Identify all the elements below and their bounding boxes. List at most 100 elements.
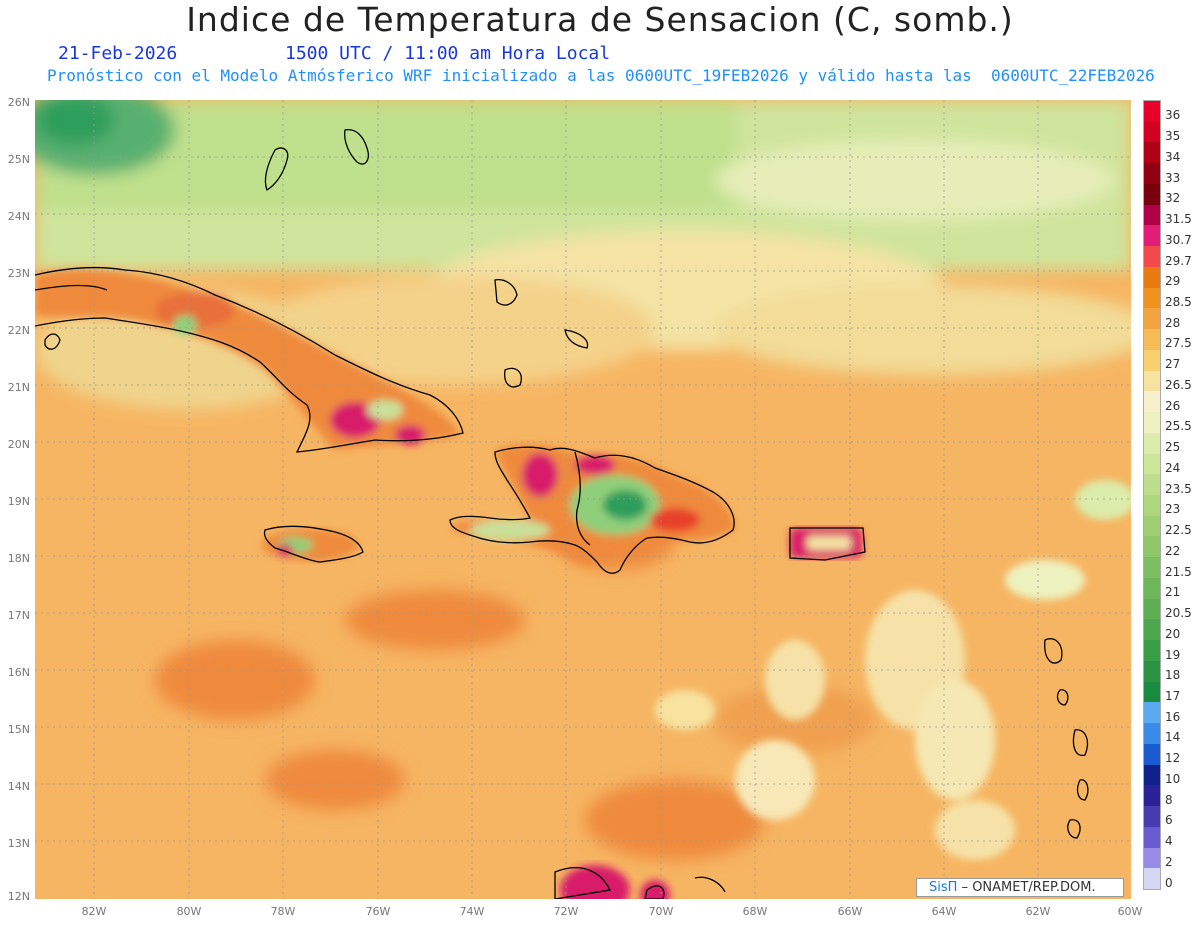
color-scale-label: 33 (1165, 170, 1181, 185)
color-scale-swatch (1144, 412, 1160, 434)
color-scale-label: 12 (1165, 751, 1181, 766)
lon-label: 66W (837, 905, 863, 918)
color-scale-swatch (1144, 702, 1160, 724)
lat-label: 15N (7, 723, 30, 736)
lat-label: 26N (7, 96, 30, 109)
lon-label: 70W (648, 905, 674, 918)
color-scale-label: 30.7 (1165, 232, 1192, 247)
color-scale-label: 20 (1165, 626, 1181, 641)
color-scale-label: 21 (1165, 585, 1181, 600)
color-scale-label: 18 (1165, 668, 1181, 683)
color-scale-label: 28.5 (1165, 295, 1192, 309)
lon-label: 82W (81, 905, 107, 918)
color-scale-swatch (1144, 577, 1160, 600)
color-scale-label: 29.7 (1165, 253, 1192, 268)
color-scale-label: 20.5 (1165, 606, 1192, 621)
color-scale-swatch (1144, 557, 1160, 579)
lon-label: 74W (459, 905, 485, 918)
color-scale-swatch (1144, 432, 1160, 455)
color-scale-swatch (1144, 204, 1160, 226)
lon-label: 60W (1117, 905, 1143, 918)
lat-label: 20N (7, 438, 30, 451)
color-scale-label: 28 (1165, 315, 1181, 330)
color-scale-label: 8 (1165, 792, 1173, 807)
color-scale-swatch (1144, 598, 1160, 620)
lon-label: 76W (365, 905, 391, 918)
color-scale-swatch (1144, 287, 1160, 309)
color-scale-label: 25 (1165, 440, 1181, 455)
color-scale-bar (1143, 100, 1161, 890)
lat-label: 12N (7, 890, 30, 903)
cool-band-north (35, 100, 1131, 410)
color-scale-label: 0 (1165, 875, 1173, 890)
color-scale-swatch (1144, 495, 1160, 517)
color-scale-label: 25.5 (1165, 419, 1192, 434)
color-scale-swatch (1144, 163, 1160, 185)
jamaica-heat (262, 529, 358, 561)
color-scale-label: 26 (1165, 398, 1181, 413)
lat-label: 14N (7, 780, 30, 793)
color-scale-label: 26.5 (1165, 377, 1192, 392)
lon-label: 72W (553, 905, 579, 918)
color-scale-label: 23 (1165, 502, 1181, 517)
lat-label: 17N (7, 609, 30, 622)
light-eastern-patches (655, 480, 1131, 860)
lat-label: 22N (7, 324, 30, 337)
color-scale-label: 10 (1165, 771, 1181, 786)
lat-label: 18N (7, 552, 30, 565)
color-scale-swatch (1144, 826, 1160, 849)
color-scale-label: 22.5 (1165, 523, 1192, 538)
south-america-heat (560, 865, 670, 899)
color-scale-label: 27.5 (1165, 336, 1192, 351)
lon-label: 68W (742, 905, 768, 918)
lat-label: 24N (7, 210, 30, 223)
color-scale-label: 14 (1165, 730, 1181, 745)
color-scale-swatch (1144, 101, 1160, 123)
heat-index-map (35, 100, 1131, 899)
color-scale-swatch (1144, 349, 1160, 372)
color-scale-label: 31.5 (1165, 212, 1192, 227)
color-scale-label: 35 (1165, 129, 1181, 144)
color-scale-swatch (1144, 847, 1160, 869)
hispaniola-heat (450, 444, 735, 564)
color-scale-label: 16 (1165, 709, 1181, 724)
color-scale-swatch (1144, 246, 1160, 268)
puerto-rico-heat (790, 528, 862, 558)
color-scale-swatch (1144, 225, 1160, 247)
color-scale-label: 19 (1165, 647, 1181, 662)
color-scale-swatch (1144, 660, 1160, 683)
color-scale-label: 6 (1165, 813, 1173, 828)
color-scale-swatch (1144, 391, 1160, 413)
lat-label: 16N (7, 666, 30, 679)
color-scale-swatch (1144, 743, 1160, 766)
color-scale-label: 36 (1165, 108, 1181, 123)
valid-date: 21-Feb-2026 (58, 43, 178, 64)
lon-label: 80W (176, 905, 202, 918)
color-scale-swatch (1144, 868, 1160, 890)
lon-label: 64W (931, 905, 957, 918)
color-scale-swatch (1144, 785, 1160, 807)
color-scale-label: 22 (1165, 543, 1181, 558)
color-scale-swatch (1144, 453, 1160, 475)
color-scale-swatch (1144, 183, 1160, 206)
heat-index-field (35, 100, 1131, 899)
color-scale-label: 34 (1165, 149, 1181, 164)
color-scale-swatch (1144, 764, 1160, 786)
color-scale-swatch (1144, 121, 1160, 143)
lat-label: 21N (7, 381, 30, 394)
lat-label: 13N (7, 837, 30, 850)
lon-label: 78W (270, 905, 296, 918)
lon-label: 62W (1025, 905, 1051, 918)
color-scale-label: 21.5 (1165, 564, 1192, 579)
color-scale-swatch (1144, 536, 1160, 558)
credit-org: ONAMET/REP.DOM. (972, 880, 1096, 895)
cuba-heat (35, 269, 460, 450)
color-scale-label: 24 (1165, 460, 1181, 475)
color-scale-label: 27 (1165, 357, 1181, 372)
forecast-description: Pronóstico con el Modelo Atmósferico WRF… (47, 66, 1155, 85)
color-scale-swatch (1144, 515, 1160, 537)
color-scale-label: 2 (1165, 854, 1173, 869)
color-scale-label: 4 (1165, 834, 1173, 849)
sistpi-logo: SisΠ (929, 880, 958, 895)
color-scale-swatch (1144, 329, 1160, 351)
